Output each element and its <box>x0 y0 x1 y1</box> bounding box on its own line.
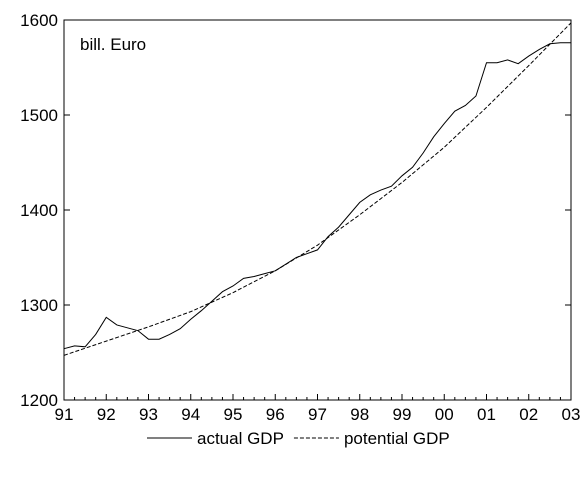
y-tick-label: 1400 <box>20 201 58 220</box>
y-tick-label: 1200 <box>20 391 58 410</box>
x-tick-label: 96 <box>266 405 285 424</box>
x-tick-label: 92 <box>97 405 116 424</box>
x-tick-label: 01 <box>477 405 496 424</box>
legend-label-potential: potential GDP <box>344 429 450 448</box>
x-tick-label: 91 <box>55 405 74 424</box>
unit-annotation: bill. Euro <box>80 35 146 54</box>
x-tick-label: 95 <box>224 405 243 424</box>
y-tick-label: 1600 <box>20 11 58 30</box>
x-tick-label: 93 <box>139 405 158 424</box>
x-tick-label: 02 <box>519 405 538 424</box>
legend: actual GDP potential GDP <box>147 429 450 448</box>
plot-frame <box>63 19 572 401</box>
x-tick-label: 00 <box>435 405 454 424</box>
y-tick-label: 1500 <box>20 106 58 125</box>
legend-label-actual: actual GDP <box>197 429 284 448</box>
x-tick-label: 03 <box>562 405 581 424</box>
actual-gdp-line <box>63 42 571 350</box>
x-axis: 91 92 93 94 95 96 97 98 99 00 01 02 03 <box>55 394 581 424</box>
x-tick-label: 98 <box>350 405 369 424</box>
x-tick-label: 94 <box>181 405 200 424</box>
series-layer <box>63 22 572 356</box>
y-axis: 1200 1300 1400 1500 1600 <box>20 11 571 410</box>
y-tick-label: 1300 <box>20 296 58 315</box>
potential-gdp-line <box>63 22 572 356</box>
x-tick-label: 99 <box>393 405 412 424</box>
x-tick-label: 97 <box>308 405 327 424</box>
